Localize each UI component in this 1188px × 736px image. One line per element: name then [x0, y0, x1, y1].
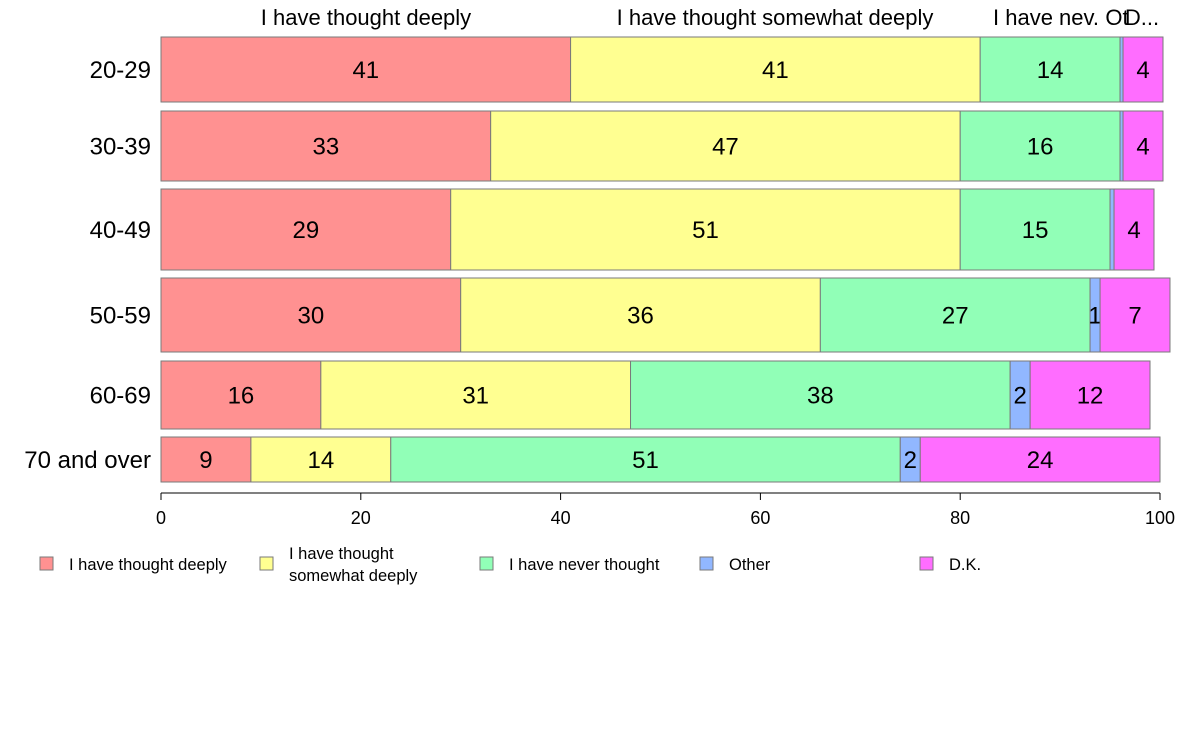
- bar-segment: [390, 436, 901, 483]
- bar-segment: [1029, 360, 1151, 430]
- bar-segment: [959, 110, 1121, 182]
- legend-swatch: [39, 556, 54, 571]
- bar-segment: [919, 436, 1161, 483]
- series-header-label: D...: [1125, 5, 1159, 30]
- bar-segment: [819, 277, 1091, 353]
- data-label: 51: [632, 447, 659, 474]
- legend-label: I have thought deeply: [69, 556, 228, 574]
- data-label: 7: [1128, 303, 1141, 330]
- data-label: 30: [297, 303, 324, 330]
- legend-swatch: [699, 556, 714, 571]
- data-label: 4: [1127, 217, 1140, 244]
- data-label: 24: [1027, 447, 1054, 474]
- legend-swatch: [259, 556, 274, 571]
- x-tick-label: 20: [351, 508, 371, 528]
- legend-label: somewhat deeply: [289, 567, 418, 585]
- legend-label: D.K.: [949, 556, 981, 574]
- data-label: 9: [199, 447, 212, 474]
- legend-swatch: [479, 556, 494, 571]
- bar-segment: [1122, 36, 1164, 103]
- category-label: 60-69: [90, 383, 151, 410]
- data-label: 2: [1013, 383, 1026, 410]
- x-tick-label: 40: [551, 508, 571, 528]
- x-tick-label: 0: [156, 508, 166, 528]
- bar-segment: [450, 188, 961, 271]
- legend-label: Other: [729, 556, 771, 574]
- bar-segment: [1122, 110, 1164, 182]
- data-label: 16: [1027, 134, 1054, 161]
- legend: I have thought deeply I have thought somew…: [39, 545, 981, 585]
- data-label: 15: [1022, 217, 1049, 244]
- data-label: 47: [712, 134, 739, 161]
- data-label: 2: [904, 447, 917, 474]
- legend-label: I have thought: [289, 545, 394, 563]
- data-label: 27: [942, 303, 969, 330]
- category-label: 30-39: [90, 134, 151, 161]
- data-label: 12: [1077, 383, 1104, 410]
- data-label: 16: [228, 383, 255, 410]
- bar-segment: [160, 436, 252, 483]
- bar-segment: [160, 188, 452, 271]
- data-label: 36: [627, 303, 654, 330]
- category-label: 70 and over: [24, 447, 151, 474]
- data-label: 41: [762, 57, 789, 84]
- data-label: 38: [807, 383, 834, 410]
- bar-segment: [959, 188, 1111, 271]
- category-label: 50-59: [90, 303, 151, 330]
- bar-segment: [250, 436, 392, 483]
- data-label: 31: [462, 383, 489, 410]
- series-header-label: I have nev.: [993, 5, 1099, 30]
- category-label: 40-49: [90, 217, 151, 244]
- data-label: 29: [293, 217, 320, 244]
- data-label: 14: [1037, 57, 1064, 84]
- legend-swatch: [919, 556, 934, 571]
- bar-segment: [160, 360, 322, 430]
- bar-segment: [630, 360, 1011, 430]
- series-header-label: I have thought somewhat deeply: [617, 5, 934, 30]
- category-label: 20-29: [90, 57, 151, 84]
- series-header-label: I have thought deeply: [261, 5, 471, 30]
- category-labels: 20-29 30-39 40-49 50-59 60-69 70 and over: [24, 57, 151, 474]
- data-label: 33: [312, 134, 339, 161]
- data-label: 4: [1136, 134, 1149, 161]
- x-tick-label: 60: [750, 508, 770, 528]
- x-axis: 0 20 40 60 80 100: [156, 492, 1175, 528]
- legend-label: I have never thought: [509, 556, 660, 574]
- x-tick-label: 100: [1145, 508, 1175, 528]
- bar-segment: [1113, 188, 1155, 271]
- bar-segment: [1099, 277, 1171, 353]
- bar-segment: [570, 36, 981, 103]
- bar-segment: [160, 110, 492, 182]
- bars: 41 41 14 4 33 47 16 4 29 51 15 4 30 36 27 1 7 16 31 38 2 12 9 1…: [160, 36, 1171, 483]
- series-header-labels: I have thought deeply I have thought some…: [261, 5, 1159, 30]
- data-label: 14: [307, 447, 334, 474]
- bar-segment: [490, 110, 961, 182]
- data-label: 4: [1136, 57, 1149, 84]
- bar-segment: [160, 277, 462, 353]
- bar-segment: [460, 277, 821, 353]
- x-tick-label: 80: [950, 508, 970, 528]
- series-header-label: Ot: [1105, 5, 1128, 30]
- data-label: 51: [692, 217, 719, 244]
- bar-segment: [1109, 188, 1115, 271]
- bar-segment: [320, 360, 632, 430]
- data-label: 1: [1088, 303, 1101, 330]
- data-label: 41: [352, 57, 379, 84]
